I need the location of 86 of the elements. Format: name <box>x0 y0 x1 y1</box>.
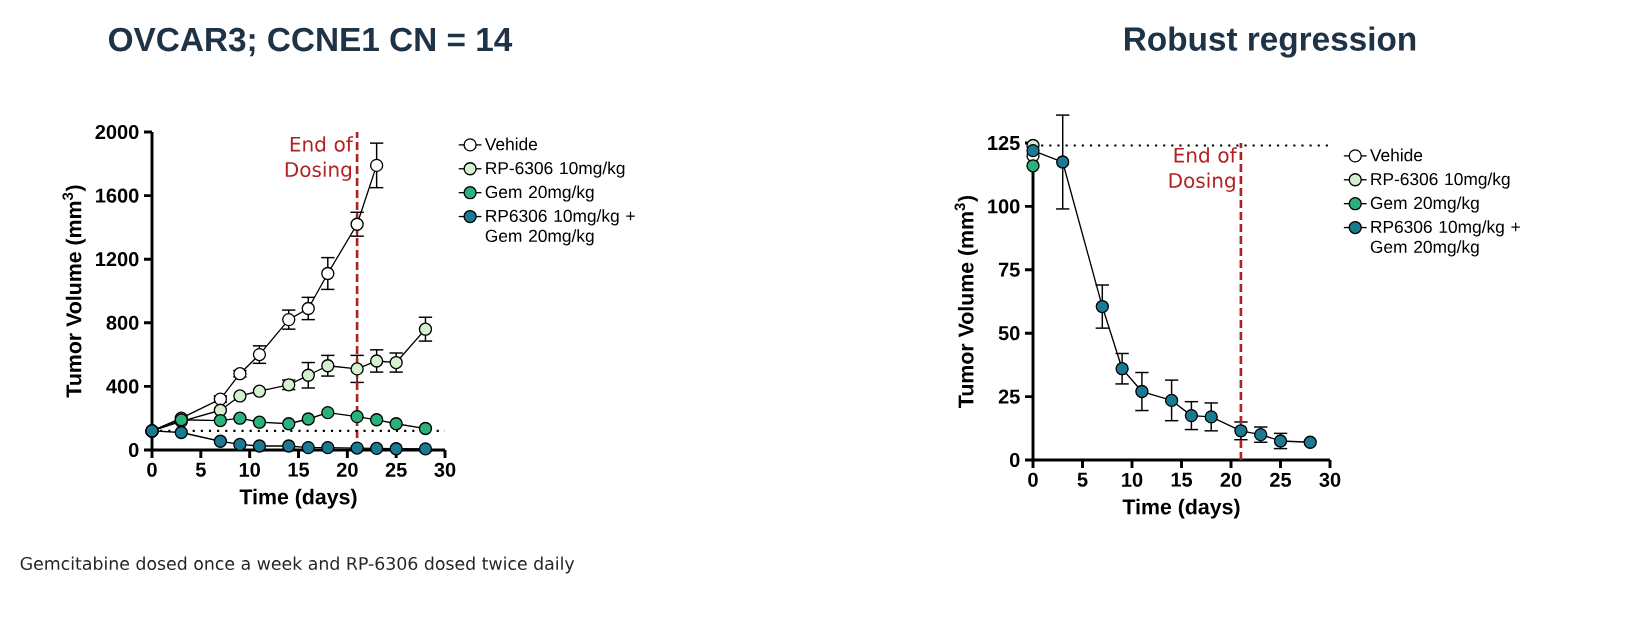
point <box>282 439 296 453</box>
y-tick-label: 1200 <box>96 252 139 267</box>
y-tick-label: 400 <box>106 379 139 394</box>
y-tick-label: 50 <box>998 326 1020 341</box>
legend-label: Vehide <box>1370 148 1423 162</box>
point <box>252 384 267 398</box>
x-tick-label: 5 <box>195 462 206 477</box>
x-tick-label: 25 <box>385 462 407 477</box>
legend-label: RP-6306 10mg/kg <box>1371 172 1510 189</box>
x-tick-label: 25 <box>1270 472 1292 487</box>
point <box>233 437 247 452</box>
x-axis-title: Time (days) <box>239 488 357 509</box>
text: Gemcitabine dosed once a week and RP-6306 dosed twice daily <box>20 556 575 574</box>
point <box>301 368 315 382</box>
legend-label: RP6306 10mg/kg + Gem 20mg/kg <box>1370 220 1520 257</box>
point <box>1184 408 1199 423</box>
point <box>321 266 335 281</box>
point <box>233 367 247 381</box>
point <box>418 322 433 336</box>
point <box>389 417 403 431</box>
chart-title: Robust regression <box>1125 26 1416 58</box>
y-tick-label: 75 <box>998 262 1020 277</box>
point <box>1303 435 1317 449</box>
point <box>418 421 433 436</box>
point <box>369 354 384 368</box>
legend-label: Gem 20mg/kg <box>485 185 594 202</box>
ref-line-label: End of Dosing <box>1169 147 1238 192</box>
point <box>350 362 364 376</box>
x-tick-label: 5 <box>1077 472 1088 487</box>
point <box>389 442 403 456</box>
point <box>1135 384 1149 399</box>
point <box>369 413 384 427</box>
point <box>1204 410 1218 424</box>
x-tick-label: 10 <box>239 462 260 477</box>
point <box>321 440 335 455</box>
x-tick-label: 30 <box>434 462 456 477</box>
point <box>282 417 296 431</box>
point <box>174 425 188 440</box>
x-tick-label: 0 <box>147 462 157 477</box>
point <box>301 412 315 426</box>
legend-label: Vehide <box>484 137 538 151</box>
y-tick-label: 100 <box>988 199 1020 214</box>
point <box>369 441 384 456</box>
point <box>213 413 228 428</box>
y-tick-label: 1600 <box>96 188 139 203</box>
point <box>321 359 335 373</box>
point <box>350 217 364 231</box>
point <box>301 440 315 455</box>
point <box>369 158 384 173</box>
x-tick-label: 20 <box>336 462 358 477</box>
legend-label: RP-6306 10mg/kg <box>486 161 625 178</box>
y-tick-label: 800 <box>106 315 139 330</box>
y-tick-label: 125 <box>988 135 1020 151</box>
point <box>1164 393 1179 408</box>
point <box>213 434 228 448</box>
y-axis-title: Tumor Volume (mm$^{3}$) <box>954 195 978 408</box>
legend-label: RP6306 10mg/kg + Gem 20mg/kg <box>485 209 635 246</box>
point <box>1056 155 1070 169</box>
point <box>1115 362 1129 376</box>
point <box>1095 299 1109 314</box>
point <box>233 389 247 403</box>
x-axis-title: Time (days) <box>1122 498 1240 519</box>
point <box>1026 143 1040 158</box>
y-tick-label: 25 <box>998 389 1020 404</box>
x-tick-label: 15 <box>288 462 310 477</box>
point <box>418 442 433 456</box>
x-tick-label: 20 <box>1220 472 1242 487</box>
point <box>321 405 335 420</box>
y-axis-title: Tumor Volume (mm$^{3}$) <box>62 185 86 398</box>
point <box>252 439 267 453</box>
y-tick-label: 0 <box>128 442 139 458</box>
point <box>301 301 315 316</box>
point <box>1026 159 1040 173</box>
point <box>350 441 364 455</box>
x-tick-label: 0 <box>1028 472 1038 487</box>
x-tick-label: 10 <box>1122 472 1143 487</box>
ref-line-label: End of Dosing <box>285 136 354 181</box>
point <box>350 409 364 424</box>
x-tick-label: 30 <box>1319 472 1341 487</box>
chart-title: OVCAR3; CCNE1 CN = 14 <box>108 27 513 57</box>
x-tick-label: 15 <box>1171 472 1193 487</box>
point <box>233 411 247 425</box>
legend-label: Gem 20mg/kg <box>1370 196 1479 213</box>
point <box>252 415 267 429</box>
y-tick-label: 2000 <box>95 124 139 140</box>
point <box>213 392 228 406</box>
